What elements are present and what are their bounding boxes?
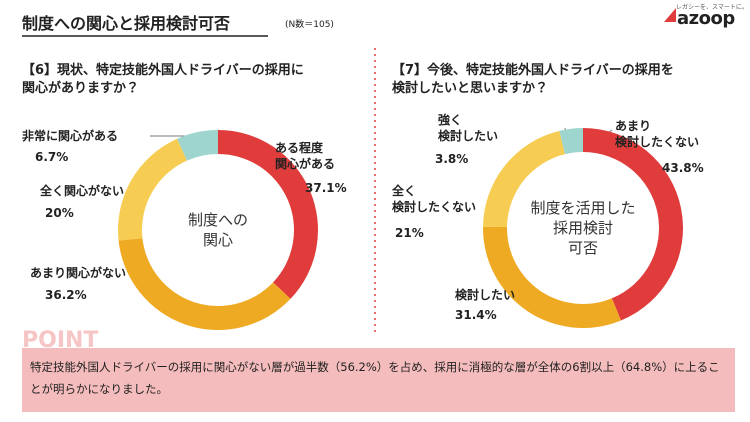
donut-segment — [118, 138, 187, 241]
donut-segment — [483, 130, 566, 228]
logo-icon — [664, 8, 676, 22]
segment-label: 非常に関心がある — [22, 129, 119, 143]
page-title: 制度への関心と採用検討可否 — [22, 14, 231, 33]
segment-label: あまり関心がない — [30, 266, 127, 280]
point-text: 特定技能外国人ドライバーの採用に関心がない層が過半数（56.2%）を占め、採用に… — [22, 348, 735, 412]
segment-label: 強く 検討したい — [438, 113, 499, 143]
donut-segment — [482, 226, 621, 328]
value-label: 43.8% — [662, 161, 704, 175]
segment-label: 全く関心がない — [40, 184, 125, 198]
donut-segment — [218, 130, 318, 299]
value-label: 6.7% — [35, 150, 69, 164]
center-label: 制度を活用した 採用検討 可否 — [530, 199, 636, 257]
value-label: 36.2% — [45, 288, 87, 302]
segment-label: 全く 検討したくない — [392, 184, 477, 214]
donut-segment — [583, 128, 683, 321]
donut-segment — [118, 238, 291, 330]
question: 【6】現状、特定技能外国人ドライバーの採用に 関心がありますか？ — [22, 63, 304, 96]
segment-label: あまり 検討したくない — [615, 119, 700, 149]
value-label: 37.1% — [305, 181, 347, 195]
value-label: 20% — [45, 206, 74, 220]
logo-tagline: レガシーを、スマートに。 — [676, 4, 748, 11]
donut-segment — [177, 130, 218, 161]
value-label: 31.4% — [455, 308, 497, 322]
value-label: 21% — [395, 226, 424, 240]
segment-label: ある程度 関心がある — [275, 141, 336, 171]
question: 【7】今後、特定技能外国人ドライバーの採用を 検討したいと思いますか？ — [392, 63, 674, 96]
value-label: 3.8% — [435, 152, 469, 166]
logo-name: azoop — [677, 8, 735, 29]
segment-label: 検討したい — [455, 288, 516, 302]
center-label: 制度への 関心 — [187, 211, 249, 249]
donut-segment — [559, 128, 583, 155]
sample-note: (N数＝105) — [285, 20, 334, 30]
